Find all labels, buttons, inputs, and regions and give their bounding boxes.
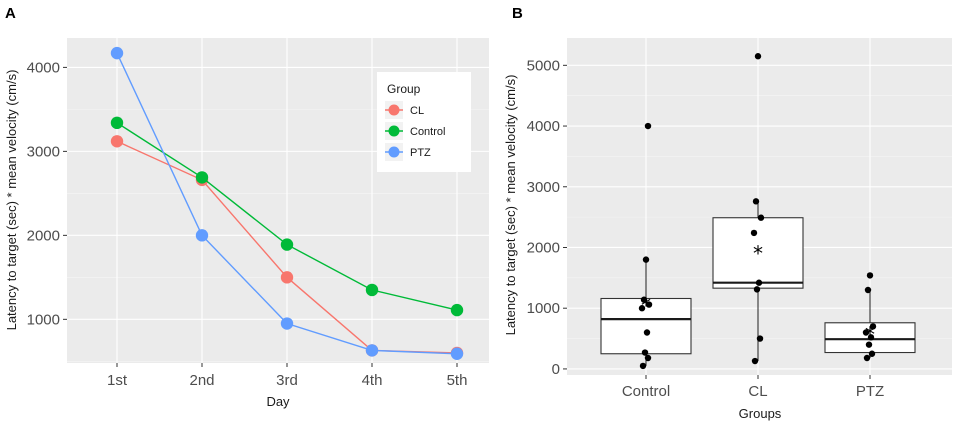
- legend-item-ptz: PTZ: [385, 143, 431, 161]
- data-point: [642, 256, 650, 263]
- panel-a-y-axis-title: Latency to target (sec) * mean velocity …: [4, 70, 19, 331]
- panel-b-boxes: * * *: [600, 53, 916, 370]
- mean-marker: *: [865, 322, 875, 346]
- x-tick-label: 5th: [447, 372, 468, 389]
- data-point: [644, 354, 652, 362]
- box-control: *: [600, 122, 692, 370]
- panel-b-x-ticks: Control CL PTZ: [622, 375, 884, 400]
- panel-a-label: A: [5, 5, 16, 22]
- box-iqr: [600, 297, 692, 355]
- data-point-control: [365, 283, 379, 297]
- data-point-control: [450, 303, 464, 317]
- mean-marker: *: [753, 242, 763, 266]
- x-tick-label: 4th: [362, 372, 383, 389]
- data-point: [643, 329, 651, 336]
- data-point: [869, 323, 877, 330]
- data-point: [641, 349, 649, 356]
- x-tick-label: 3rd: [276, 372, 298, 389]
- y-tick-label: 3000: [527, 179, 560, 196]
- data-point: [640, 296, 648, 303]
- legend-title: Group: [387, 82, 421, 96]
- panel-a-x-ticks: 1st 2nd 3rd 4th 5th: [107, 363, 467, 389]
- panel-b-y-axis-title: Latency to target (sec) * mean velocity …: [503, 75, 518, 336]
- legend-label: PTZ: [410, 147, 431, 159]
- panel-a-y-ticks: 1000 2000 3000 4000: [27, 59, 67, 328]
- panel-b-x-axis-title: Groups: [739, 406, 782, 421]
- panel-a: A 1000 2000 3000 4000 1st 2nd 3rd 4th 5th Day L…: [4, 5, 489, 409]
- x-tick-label: 2nd: [189, 372, 214, 389]
- data-point: [639, 362, 647, 370]
- series-ptz: [110, 46, 464, 360]
- legend-label: CL: [410, 105, 424, 117]
- data-point-ptz: [110, 46, 124, 60]
- y-tick-label: 2000: [27, 227, 60, 244]
- y-tick-label: 1000: [527, 300, 560, 317]
- data-point: [864, 286, 872, 294]
- panel-a-series: [110, 46, 464, 360]
- x-tick-label: CL: [748, 383, 767, 400]
- box-cl: *: [712, 53, 804, 365]
- data-point-ptz: [280, 317, 294, 330]
- data-point: [757, 214, 765, 221]
- legend-key-marker: [388, 104, 400, 116]
- legend-label: Control: [410, 126, 445, 138]
- data-point-control: [280, 238, 294, 251]
- data-point: [752, 198, 760, 205]
- box-ptz: *: [824, 272, 916, 362]
- data-point: [867, 334, 875, 341]
- legend-item-control: Control: [385, 122, 445, 140]
- data-point: [751, 357, 759, 365]
- data-point: [868, 350, 876, 357]
- x-tick-label: 1st: [107, 372, 128, 389]
- data-point: [865, 341, 873, 348]
- y-tick-label: 1000: [27, 311, 60, 328]
- data-point: [866, 272, 874, 279]
- y-tick-label: 4000: [27, 59, 60, 76]
- legend-items: CL Control PTZ: [385, 101, 445, 161]
- data-point: [645, 301, 653, 308]
- data-point-ptz: [195, 229, 209, 242]
- legend-key-marker: [388, 146, 400, 158]
- data-point-control: [195, 171, 209, 184]
- y-tick-label: 3000: [27, 143, 60, 160]
- data-point-control: [110, 116, 124, 130]
- data-point: [755, 279, 763, 286]
- data-point-cl: [110, 135, 124, 148]
- legend-key-marker: [388, 125, 400, 137]
- y-tick-label: 0: [552, 361, 560, 378]
- data-point: [644, 122, 652, 130]
- data-point: [862, 329, 870, 336]
- legend-item-cl: CL: [385, 101, 424, 119]
- data-point-cl: [280, 271, 294, 284]
- panel-b-y-ticks: 0 1000 2000 3000 4000 5000: [527, 57, 567, 378]
- y-tick-label: 2000: [527, 239, 560, 256]
- y-tick-label: 5000: [527, 57, 560, 74]
- panel-a-legend: Group CL Control PTZ: [377, 72, 471, 172]
- data-point: [863, 354, 871, 362]
- mean-marker: *: [641, 293, 651, 317]
- data-point: [754, 53, 762, 60]
- data-point-ptz: [450, 347, 464, 360]
- panel-b-label: B: [512, 5, 523, 22]
- series-control: [110, 116, 464, 317]
- panel-a-x-axis-title: Day: [266, 394, 290, 409]
- box-iqr: [712, 217, 804, 289]
- x-tick-label: PTZ: [856, 383, 884, 400]
- data-point-ptz: [365, 344, 379, 357]
- x-tick-label: Control: [622, 383, 670, 400]
- y-tick-label: 4000: [527, 118, 560, 135]
- data-point: [750, 229, 758, 237]
- data-point: [753, 286, 761, 293]
- data-point: [638, 305, 646, 312]
- data-point: [756, 335, 764, 342]
